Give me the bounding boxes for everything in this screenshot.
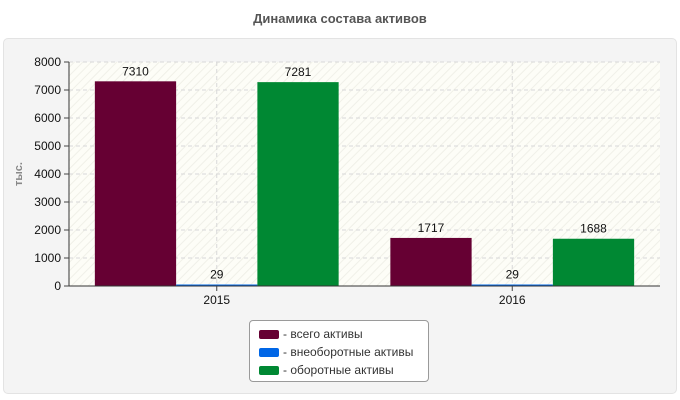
chart-plot: 2015 2016 0 1000 2000 3000 4000 5000 6000 7000 800… bbox=[13, 55, 660, 307]
data-label: 1717 bbox=[418, 221, 445, 235]
y-tick-label: 8000 bbox=[34, 55, 61, 69]
y-tick-label: 2000 bbox=[34, 223, 61, 237]
data-label: 7310 bbox=[122, 64, 149, 78]
legend-label-current: - оборотные активы bbox=[283, 363, 394, 377]
bar-внеоборотные-активы-2015 bbox=[176, 284, 258, 286]
x-tick-label: 2015 bbox=[203, 293, 230, 307]
x-tick-label: 2016 bbox=[499, 293, 526, 307]
y-tick-label: 7000 bbox=[34, 83, 61, 97]
data-label: 29 bbox=[506, 268, 520, 282]
y-tick-label: 1000 bbox=[34, 251, 61, 265]
bar-оборотные-активы-2016 bbox=[552, 238, 635, 286]
data-label: 7281 bbox=[285, 65, 312, 79]
y-tick-label: 5000 bbox=[34, 139, 61, 153]
data-label: 1688 bbox=[580, 222, 607, 236]
legend-label-noncurrent: - внеоборотные активы bbox=[283, 345, 414, 359]
legend-swatch-noncurrent bbox=[259, 347, 279, 357]
y-tick-label: 6000 bbox=[34, 111, 61, 125]
bar-всего-активы-2015 bbox=[94, 81, 177, 286]
data-label: 29 bbox=[210, 268, 224, 282]
legend-swatch-total bbox=[259, 329, 279, 339]
legend-item-total: - всего активы bbox=[259, 325, 428, 343]
bar-всего-активы-2016 bbox=[390, 237, 472, 286]
y-tick-label: 4000 bbox=[34, 167, 61, 181]
chart-title: Динамика состава активов bbox=[253, 11, 427, 26]
bar-оборотные-активы-2015 bbox=[257, 82, 339, 286]
legend-swatch-current bbox=[259, 365, 279, 375]
y-tick-label: 0 bbox=[54, 279, 61, 293]
legend-item-current: - оборотные активы bbox=[259, 361, 428, 379]
legend-label-total: - всего активы bbox=[283, 327, 363, 341]
bar-внеоборотные-активы-2016 bbox=[471, 284, 553, 286]
y-axis-label: тыс. bbox=[13, 162, 25, 186]
legend-item-noncurrent: - внеоборотные активы bbox=[259, 343, 428, 361]
chart-legend: - всего активы - внеоборотные активы - о… bbox=[249, 320, 429, 382]
y-tick-label: 3000 bbox=[34, 195, 61, 209]
